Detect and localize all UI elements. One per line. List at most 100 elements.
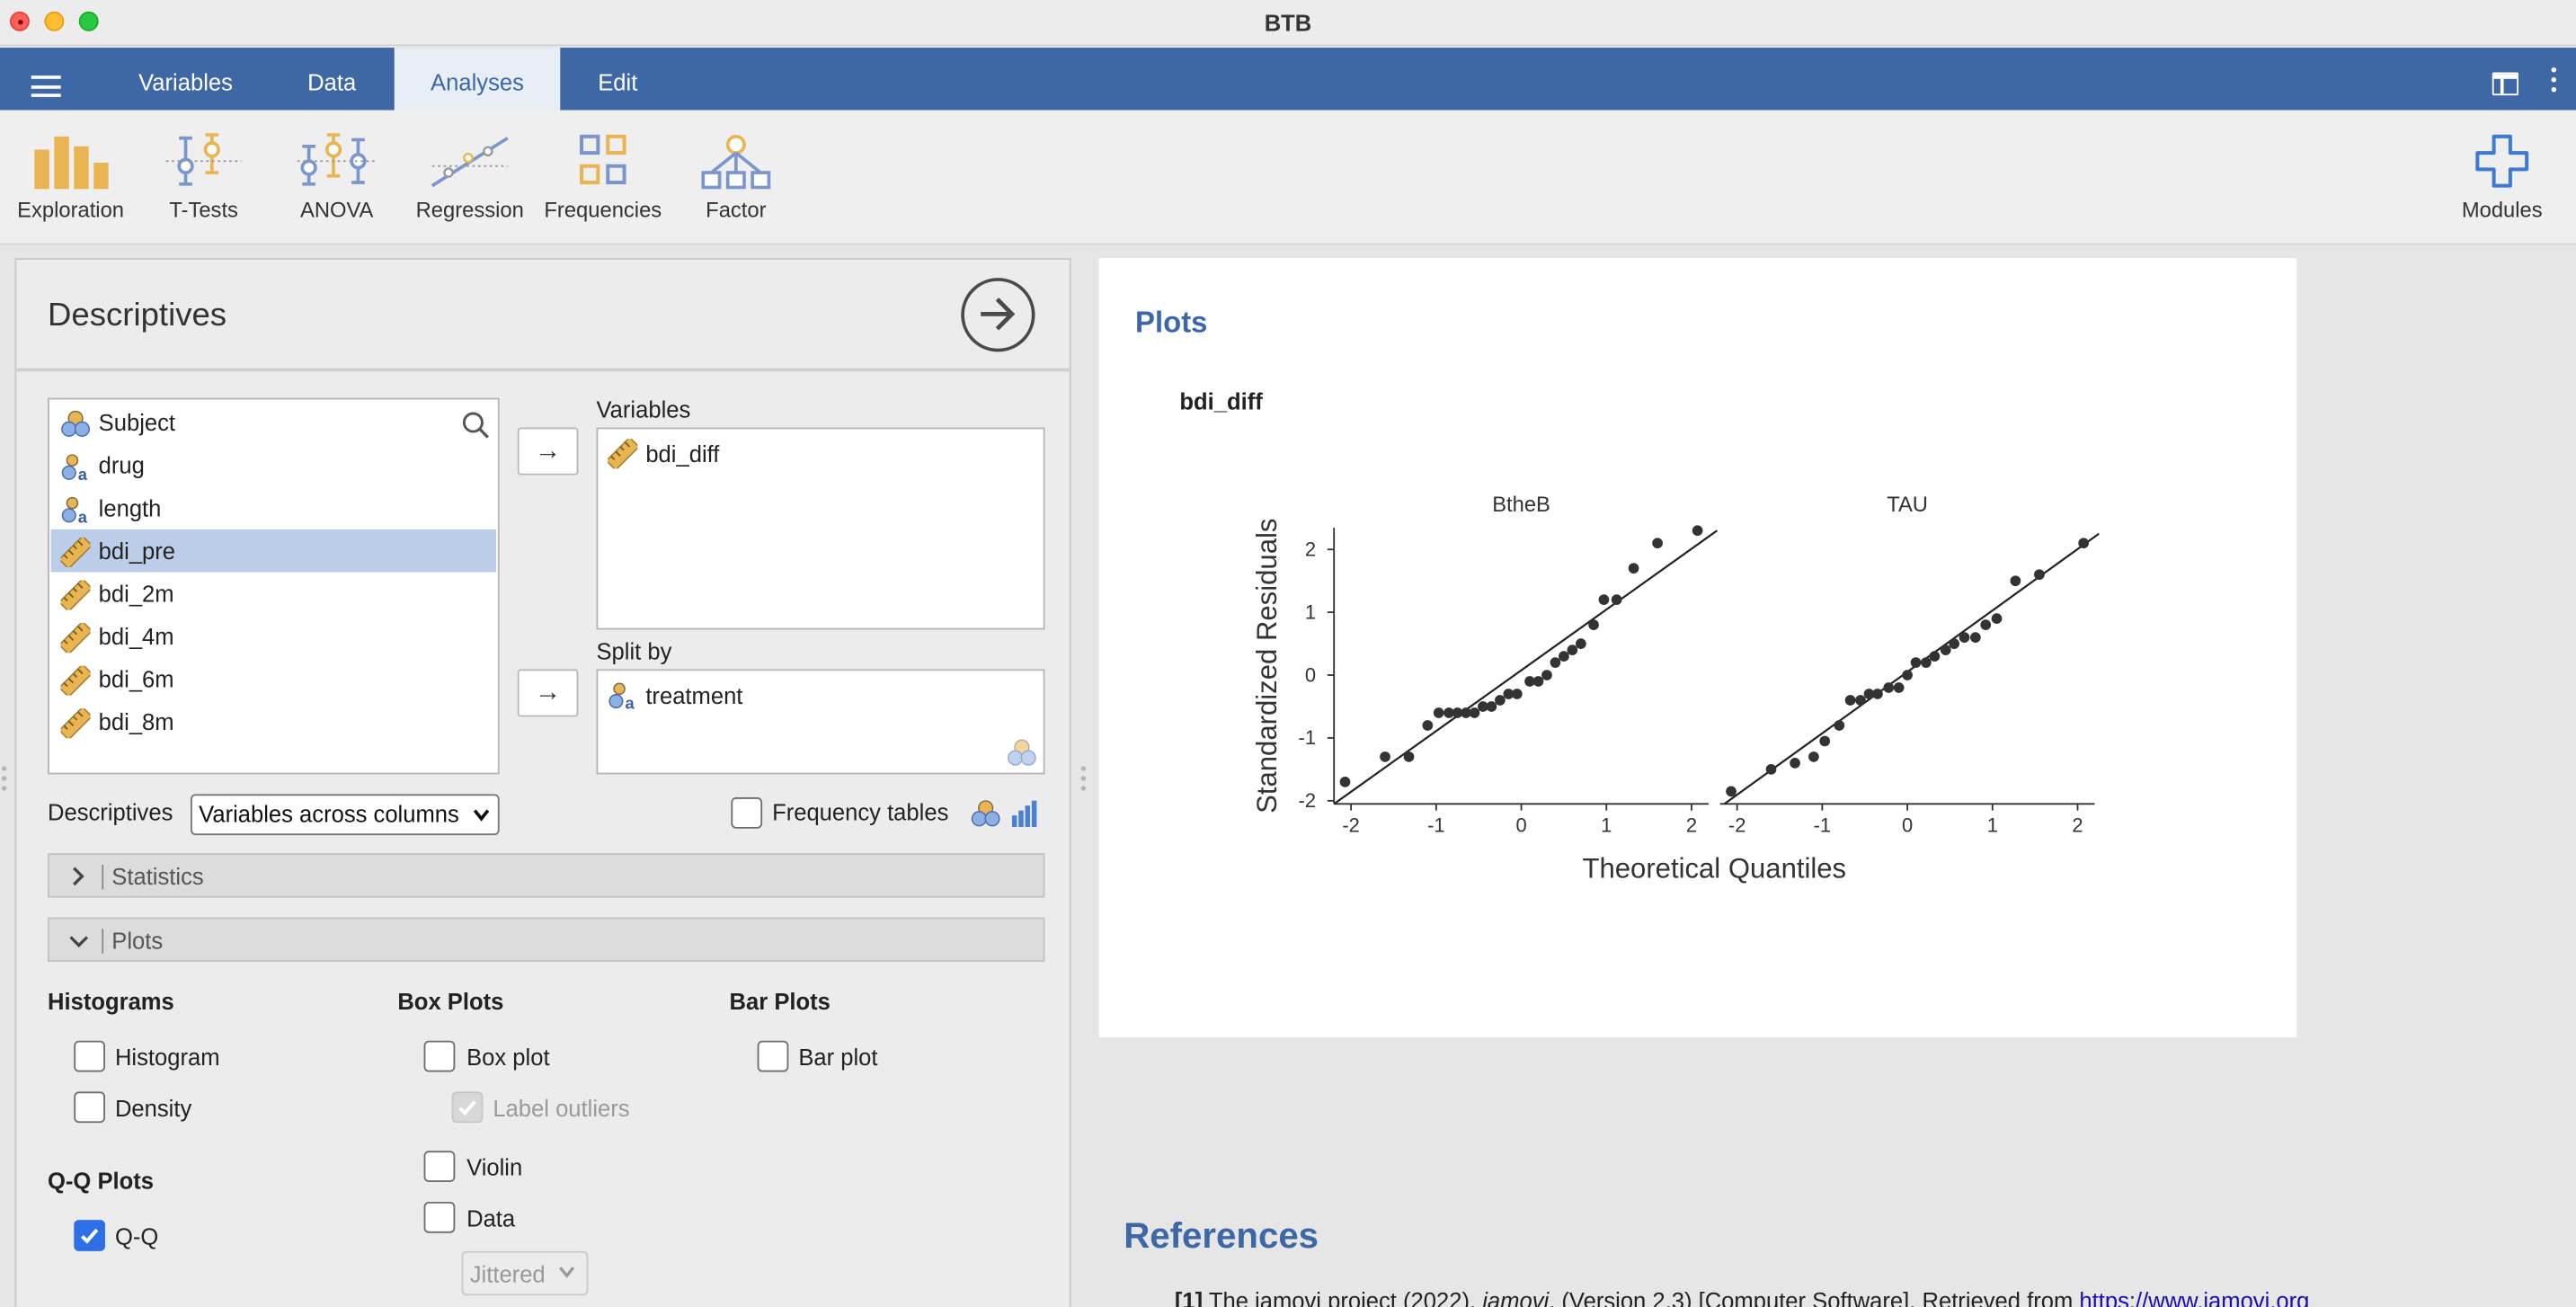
reference-line [1333, 529, 1719, 805]
data-point [1469, 707, 1480, 718]
maximize-window-button[interactable] [78, 11, 99, 31]
close-options-button[interactable] [961, 278, 1035, 352]
variable-item-bdi-8m[interactable]: bdi_8m [51, 700, 496, 743]
data-point [1652, 538, 1663, 549]
variable-list[interactable]: Subject a drug a length [48, 397, 500, 775]
more-options-icon[interactable] [2551, 67, 2557, 101]
close-window-button[interactable] [9, 11, 30, 31]
data-point [1808, 751, 1819, 762]
data-point [1550, 657, 1561, 668]
data-point [1819, 735, 1831, 747]
panel-title: TAU [1887, 493, 1928, 517]
label-outliers-label: Label outliers [493, 1095, 630, 1122]
x-tick-label: -2 [1728, 814, 1746, 836]
data-point [1611, 594, 1622, 606]
descriptives-layout-label: Descriptives [48, 798, 173, 826]
move-to-split-by-button[interactable]: → [517, 669, 579, 717]
descriptives-layout-select[interactable]: Variables across columns [191, 794, 500, 836]
histogram-checkbox[interactable] [74, 1040, 105, 1072]
results-panel: Plots bdi_diff BtheB -2 -1 0 1 2 TAU -2 -1 0 1 2 -2 -… [1096, 258, 2576, 1307]
data-point [1726, 786, 1737, 797]
data-point [1443, 707, 1454, 718]
data-style-select[interactable]: Jittered [461, 1250, 589, 1296]
frequency-tables-label: Frequency tables [772, 798, 949, 826]
variables-target-box[interactable]: bdi_diff [596, 427, 1045, 630]
data-point [1380, 751, 1390, 762]
left-resize-handle[interactable] [1, 766, 8, 796]
anova-button[interactable]: ANOVA [271, 127, 403, 222]
t-tests-button[interactable]: T-Tests [138, 127, 270, 222]
tab-edit[interactable]: Edit [598, 68, 638, 96]
data-point [1910, 657, 1922, 668]
ruler-icon [60, 580, 91, 610]
data-point [1478, 701, 1488, 712]
data-point [1524, 676, 1535, 687]
data-point [1575, 638, 1586, 649]
tab-data[interactable]: Data [307, 68, 357, 96]
panel-layout-icon[interactable] [2492, 72, 2519, 96]
variable-item-bdi-6m[interactable]: bdi_6m [51, 658, 496, 701]
main-tab-bar: Variables Data Analyses Edit [0, 48, 2576, 111]
bar-plot-checkbox[interactable] [757, 1040, 789, 1072]
move-to-variables-button[interactable]: → [517, 427, 579, 476]
exploration-button[interactable]: Exploration [4, 127, 136, 222]
nominal-variable-type-icon [1007, 739, 1036, 766]
frequencies-button[interactable]: Frequencies [537, 127, 669, 222]
regression-button[interactable]: Regression [404, 127, 536, 222]
frequency-tables-checkbox[interactable] [731, 797, 763, 829]
split-by-box-label: Split by [596, 637, 672, 664]
ruler-icon [60, 708, 91, 739]
x-axis-label: Theoretical Quantiles [1583, 853, 1847, 885]
data-point [1929, 651, 1941, 662]
data-checkbox[interactable] [423, 1201, 456, 1233]
tab-variables[interactable]: Variables [138, 68, 233, 96]
data-point [1765, 764, 1777, 775]
data-point [1461, 707, 1471, 718]
box-plot-label: Box plot [466, 1044, 550, 1071]
minimize-window-button[interactable] [44, 11, 65, 31]
violin-checkbox[interactable] [423, 1151, 456, 1183]
modules-button[interactable]: Modules [2437, 127, 2568, 222]
variable-item-bdi-pre[interactable]: bdi_pre [50, 529, 496, 573]
box-plot-checkbox[interactable] [423, 1040, 456, 1072]
search-icon[interactable] [462, 411, 490, 439]
variable-item-bdi-4m[interactable]: bdi_4m [51, 615, 496, 658]
id-variable-icon [61, 410, 90, 437]
assigned-variable-bdi-diff[interactable]: bdi_diff [608, 439, 1035, 472]
y-tick-label: 0 [1305, 663, 1316, 686]
regression-icon [431, 137, 509, 188]
qq-plots-heading: Q-Q Plots [48, 1167, 155, 1194]
statistics-section-header[interactable]: Statistics [48, 853, 1045, 898]
variable-item-drug[interactable]: a drug [51, 444, 496, 487]
hamburger-menu-icon[interactable] [31, 76, 61, 97]
plus-icon [2475, 134, 2529, 188]
data-point [1628, 563, 1639, 574]
variable-item-subject[interactable]: Subject [51, 401, 496, 444]
data-point [1921, 657, 1932, 668]
density-checkbox[interactable] [74, 1091, 105, 1124]
data-point [1433, 707, 1444, 718]
variable-item-length[interactable]: a length [51, 486, 496, 529]
y-tick-label: 2 [1305, 538, 1316, 561]
data-point [2078, 538, 2089, 549]
density-label: Density [114, 1095, 192, 1122]
label-outliers-checkbox[interactable] [451, 1091, 484, 1124]
tab-analyses[interactable]: Analyses [394, 48, 561, 111]
data-point [1855, 695, 1866, 706]
factor-button[interactable]: Factor [671, 127, 802, 222]
plots-section-header[interactable]: Plots [48, 917, 1045, 962]
ruler-icon [60, 538, 91, 567]
data-point [1403, 751, 1415, 762]
qq-checkbox[interactable] [74, 1220, 105, 1251]
assigned-split-treatment[interactable]: a treatment [608, 680, 1035, 714]
split-by-target-box[interactable]: a treatment [596, 669, 1045, 775]
y-tick-label: -1 [1299, 726, 1317, 749]
reference-link[interactable]: https://www.jamovi.org [2079, 1287, 2310, 1307]
data-point [1991, 613, 2003, 624]
ruler-icon [608, 439, 638, 469]
nominal-ordinal-icon [971, 800, 1037, 827]
variable-item-bdi-2m[interactable]: bdi_2m [51, 572, 496, 615]
center-resize-handle[interactable] [1080, 766, 1088, 796]
frequencies-icon [580, 134, 626, 185]
data-point [1844, 695, 1856, 706]
